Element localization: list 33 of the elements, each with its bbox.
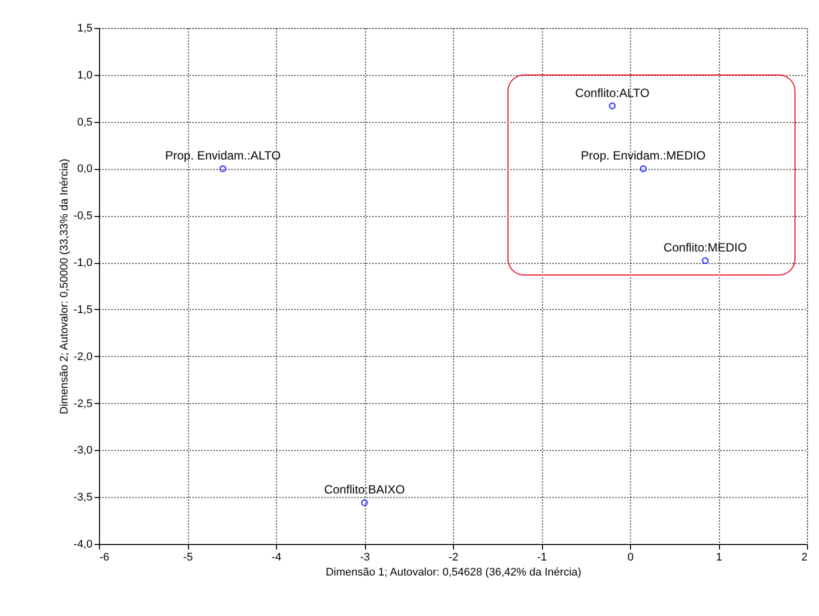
y-tick-label: -2,0 bbox=[74, 350, 92, 363]
y-tick-label: -3,0 bbox=[74, 444, 92, 457]
y-tick-label: -1,0 bbox=[74, 257, 92, 270]
y-tick-label: -4,0 bbox=[74, 538, 92, 550]
x-tick-label: -1 bbox=[537, 552, 547, 564]
y-axis-title: Dimensão 2; Autovalor: 0,50000 (33,33% da Inércia) bbox=[58, 158, 71, 414]
x-tick-label: -3 bbox=[360, 552, 370, 564]
x-tick-label: -2 bbox=[448, 552, 458, 564]
y-tick-label: -3,5 bbox=[74, 492, 92, 504]
y-tick-label: -1,5 bbox=[74, 304, 92, 316]
point bbox=[608, 102, 616, 110]
y-tick-label: 1,5 bbox=[77, 22, 92, 34]
y-tick-label: -0,5 bbox=[74, 210, 92, 222]
x-tick-label: 1 bbox=[716, 552, 722, 564]
x-tick-label: -5 bbox=[183, 552, 193, 564]
point bbox=[702, 257, 709, 264]
point bbox=[640, 165, 647, 172]
y-tick-label: 0,0 bbox=[77, 163, 92, 176]
x-axis-title: Dimensão 1; Autovalor: 0,54628 (36,42% da Inércia) bbox=[326, 566, 582, 578]
point bbox=[219, 165, 226, 172]
annotation: Conflito:ALTO bbox=[575, 86, 650, 100]
y-tick-label: -2,5 bbox=[74, 398, 92, 410]
point bbox=[361, 499, 368, 506]
annotation: Prop. Envidam.:ALTO bbox=[165, 148, 281, 163]
x-tick-label: 2 bbox=[801, 552, 808, 564]
y-tick-label: 1,0 bbox=[77, 69, 92, 82]
annotation: Conflito:MEDIO bbox=[664, 240, 747, 255]
x-tick-label: -4 bbox=[272, 552, 282, 564]
annotation: Conflito:BAIXO bbox=[324, 482, 405, 497]
x-tick-label: 0 bbox=[627, 552, 634, 564]
x-tick-label: -6 bbox=[100, 552, 110, 564]
annotation: Prop. Envidam.:MEDIO bbox=[580, 148, 706, 163]
y-tick-label: 0,5 bbox=[77, 116, 92, 128]
